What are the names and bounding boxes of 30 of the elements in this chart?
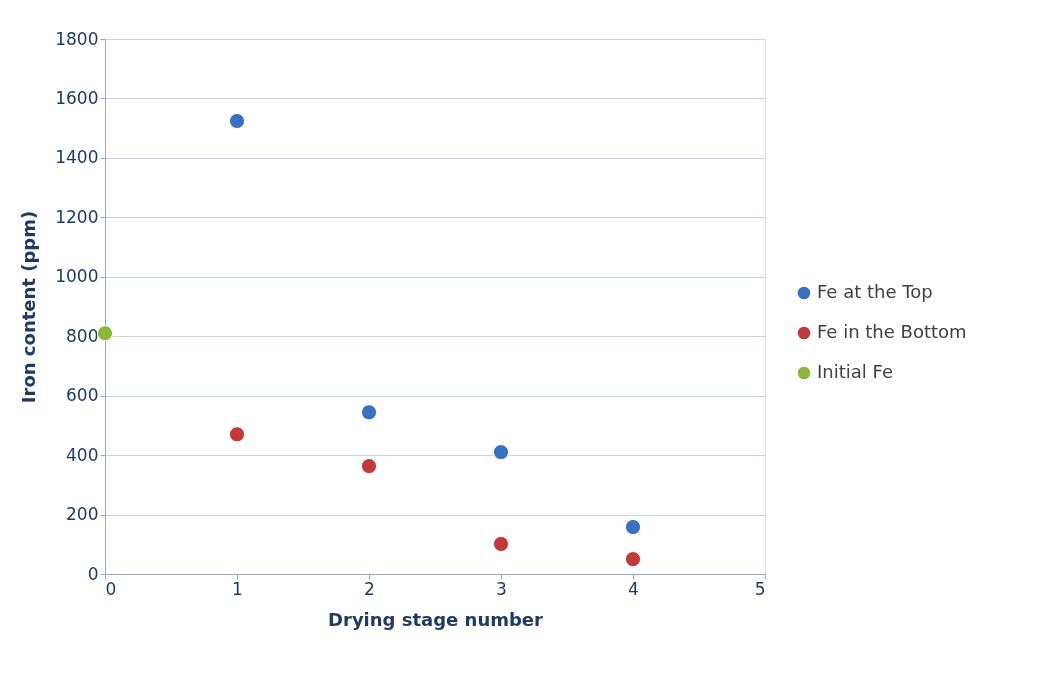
x-tick-label: 1	[232, 578, 243, 599]
y-tick-label: 0	[87, 563, 99, 584]
x-axis-title: Drying stage number	[328, 608, 544, 630]
point	[492, 535, 510, 553]
y-axis-title: Iron content (ppm)	[18, 210, 40, 404]
point	[228, 112, 246, 130]
legend-label: Initial Fe	[817, 361, 893, 382]
x-tick-label: 5	[754, 578, 766, 599]
y-tick-label: 1400	[55, 147, 99, 168]
y-tick-label: 1600	[55, 87, 99, 108]
y-tick-label: 1800	[55, 28, 99, 49]
y-tick-label: 1000	[55, 266, 99, 287]
y-tick-label: 800	[66, 325, 99, 346]
point	[624, 551, 642, 568]
point	[624, 518, 642, 536]
x-tick-label: 0	[105, 578, 117, 599]
point	[360, 458, 378, 475]
legend-label: Fe in the Bottom	[817, 321, 967, 342]
x-tick-label: 4	[628, 578, 639, 599]
y-tick-label: 1200	[55, 206, 99, 227]
point	[228, 426, 246, 443]
point	[492, 444, 510, 461]
y-tick-label: 200	[66, 504, 99, 525]
point	[96, 325, 114, 342]
legend-label: Fe at the Top	[817, 281, 933, 302]
point	[360, 404, 378, 421]
x-tick-label: 3	[496, 578, 507, 599]
x-tick-label: 2	[364, 578, 375, 599]
y-tick-label: 400	[66, 444, 99, 465]
y-tick-label: 600	[66, 385, 99, 406]
